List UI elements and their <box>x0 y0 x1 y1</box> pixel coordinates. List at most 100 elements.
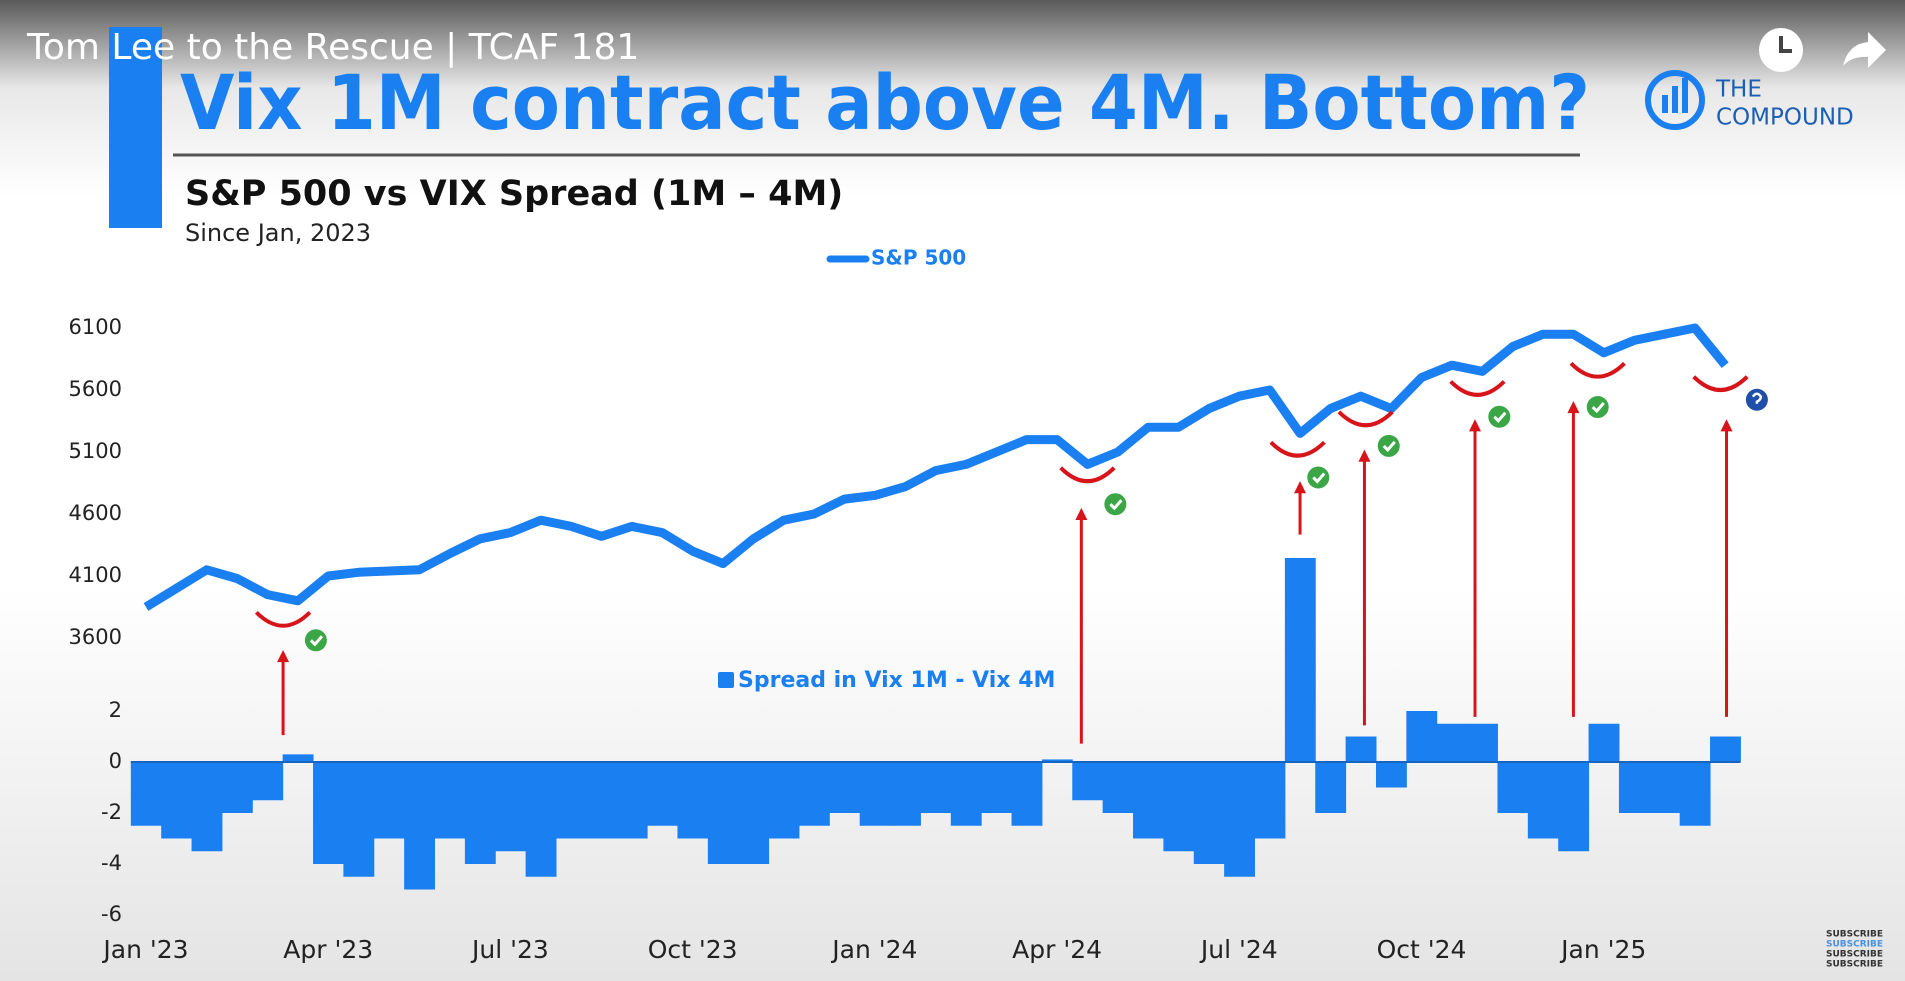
y-tick-label: -2 <box>101 800 122 824</box>
annotation-arrowhead <box>1358 449 1371 462</box>
sp500-line <box>143 323 1729 611</box>
spread-bar <box>282 754 314 762</box>
spread-bar <box>1224 762 1256 877</box>
check-mark <box>1109 499 1123 511</box>
annotation-bracket <box>1569 361 1626 379</box>
spread-bar <box>191 762 223 852</box>
spread-bar <box>313 762 344 864</box>
spread-bar <box>829 762 861 813</box>
subscribe-text: SUBSCRIBE <box>1826 940 1883 950</box>
logo-bar <box>1662 95 1668 113</box>
spread-bar <box>738 762 770 864</box>
logo: THE COMPOUND <box>1645 70 1854 131</box>
subscribe-text: SUBSCRIBE <box>1826 930 1883 940</box>
spread-bar <box>1436 723 1468 762</box>
check-icon <box>1104 493 1127 516</box>
x-tick-label: Jul '24 <box>1199 935 1278 964</box>
logo-bar <box>1672 86 1678 113</box>
spread-bar <box>130 762 162 826</box>
check-mark <box>1382 440 1396 453</box>
spread-bar <box>1133 762 1164 839</box>
spread-bar <box>221 762 253 813</box>
spread-bar <box>1102 762 1134 813</box>
annotation-bracket <box>254 610 312 628</box>
logo-bar <box>1682 78 1688 113</box>
annotation-bracket <box>1059 466 1116 483</box>
spread-bar <box>1497 762 1529 813</box>
clock-hands <box>1779 36 1792 53</box>
spread-bar <box>1710 736 1741 762</box>
check-mark <box>1591 402 1605 414</box>
spread-bar <box>1193 762 1225 864</box>
chart-subtitle: Since Jan, 2023 <box>185 219 371 247</box>
spread-bar <box>768 762 800 839</box>
share-button[interactable] <box>1843 32 1886 68</box>
y-tick-label: -4 <box>101 851 122 875</box>
legend-swatch <box>718 672 734 688</box>
y-tick-label: -6 <box>101 902 122 926</box>
spread-bar <box>1467 723 1498 762</box>
legend-label: Spread in Vix 1M - Vix 4M <box>738 668 1055 693</box>
annotation-arrowhead <box>1469 419 1482 432</box>
spread-bar <box>647 762 678 826</box>
x-tick-label: Apr '23 <box>283 935 373 964</box>
spread-bar <box>1254 762 1286 839</box>
logo-text: THE <box>1715 77 1762 103</box>
spread-bar <box>525 762 557 877</box>
spread-bar <box>798 762 830 826</box>
x-tick-label: Oct '24 <box>1377 935 1467 964</box>
x-tick-label: Apr '24 <box>1012 935 1102 964</box>
x-tick-label: Jan '25 <box>1559 935 1646 964</box>
spread-bar <box>920 762 952 813</box>
spread-bar <box>1649 762 1681 813</box>
x-tick-label: Oct '23 <box>648 935 738 964</box>
x-tick-label: Jan '24 <box>830 935 917 964</box>
y-tick-label: 5100 <box>69 439 122 463</box>
video-title[interactable]: Tom Lee to the Rescue | TCAF 181 <box>26 27 639 68</box>
annotation-arrowhead <box>1720 419 1733 432</box>
spread-bar <box>1041 759 1073 762</box>
chart-title: S&P 500 vs VIX Spread (1M – 4M) <box>185 174 843 214</box>
spread-bar <box>404 762 436 890</box>
spread-bar <box>1679 762 1711 826</box>
check-icon <box>1307 466 1330 489</box>
spread-bar <box>1558 762 1590 852</box>
annotation-bracket <box>1269 440 1326 458</box>
check-icon <box>1586 396 1609 419</box>
spread-bar <box>1406 711 1438 762</box>
spread-bar <box>1345 736 1377 762</box>
check-mark <box>1312 472 1326 484</box>
check-mark <box>309 635 324 647</box>
x-tick-label: Jul '23 <box>470 935 549 964</box>
spread-bar <box>707 762 739 864</box>
spread-bar <box>555 762 587 839</box>
y-tick-label: 4100 <box>69 563 122 587</box>
watch-later-button[interactable] <box>1759 28 1803 72</box>
spread-bar <box>859 762 891 826</box>
annotation-bracket <box>1449 380 1506 397</box>
question-icon <box>1745 388 1768 411</box>
y-tick-label: 4600 <box>69 501 122 525</box>
y-tick-label: 2 <box>109 698 122 722</box>
spread-bar <box>434 762 466 839</box>
logo-ring <box>1645 70 1705 130</box>
logo-text: COMPOUND <box>1716 105 1854 131</box>
x-tick-label: Jan '23 <box>101 935 188 964</box>
spread-bar <box>950 762 982 826</box>
annotation-arrowhead <box>277 650 290 663</box>
annotation-arrowhead <box>1075 507 1088 521</box>
spread-bar <box>890 762 921 826</box>
headline: Vix 1M contract above 4M. Bottom? <box>180 58 1590 147</box>
spread-bar <box>1375 762 1407 788</box>
spread-bar <box>1163 762 1195 852</box>
spread-bar <box>495 762 527 852</box>
spread-bar <box>1527 762 1559 839</box>
check-mark <box>1493 411 1507 423</box>
spread-bar <box>1072 762 1104 801</box>
y-tick-label: 6100 <box>69 315 122 339</box>
annotation-arrowhead <box>1567 400 1580 414</box>
check-icon <box>304 629 327 652</box>
spread-bar <box>161 762 193 839</box>
